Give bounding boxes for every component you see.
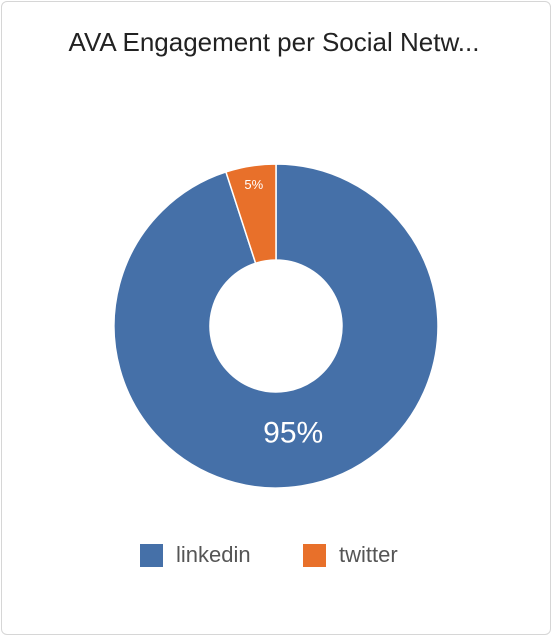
legend-swatch — [140, 544, 163, 567]
legend-label: twitter — [339, 542, 398, 567]
slice-label: 95% — [263, 417, 323, 450]
legend-label: linkedin — [176, 542, 251, 567]
legend-swatch — [303, 544, 326, 567]
slice-label: 5% — [244, 177, 263, 192]
slice — [224, 163, 277, 265]
slice — [113, 163, 439, 489]
chart-title: AVA Engagement per Social Netw... — [69, 27, 480, 57]
